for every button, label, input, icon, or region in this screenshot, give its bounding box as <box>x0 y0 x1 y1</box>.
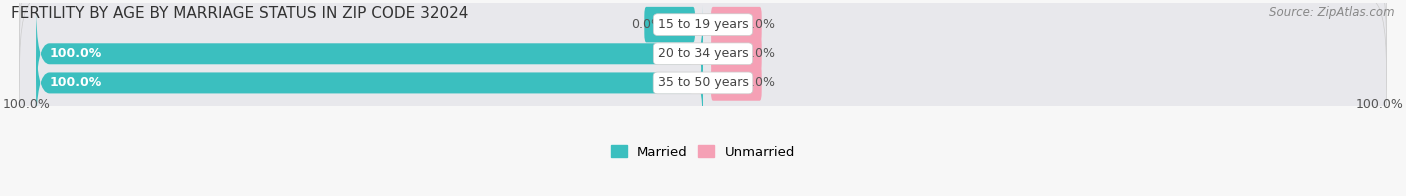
Text: 100.0%: 100.0% <box>1355 98 1403 111</box>
Text: 100.0%: 100.0% <box>49 76 101 89</box>
FancyBboxPatch shape <box>711 36 762 72</box>
Legend: Married, Unmarried: Married, Unmarried <box>606 140 800 164</box>
Text: 0.0%: 0.0% <box>742 76 775 89</box>
FancyBboxPatch shape <box>711 7 762 42</box>
Text: 35 to 50 years: 35 to 50 years <box>658 76 748 89</box>
Text: 0.0%: 0.0% <box>742 18 775 31</box>
Text: 0.0%: 0.0% <box>631 18 664 31</box>
FancyBboxPatch shape <box>644 7 695 42</box>
Text: 0.0%: 0.0% <box>742 47 775 60</box>
FancyBboxPatch shape <box>37 6 703 102</box>
Text: 15 to 19 years: 15 to 19 years <box>658 18 748 31</box>
FancyBboxPatch shape <box>37 35 703 131</box>
Text: 100.0%: 100.0% <box>49 47 101 60</box>
Text: FERTILITY BY AGE BY MARRIAGE STATUS IN ZIP CODE 32024: FERTILITY BY AGE BY MARRIAGE STATUS IN Z… <box>11 6 468 21</box>
FancyBboxPatch shape <box>20 0 1386 166</box>
FancyBboxPatch shape <box>20 0 1386 108</box>
FancyBboxPatch shape <box>711 65 762 101</box>
Text: Source: ZipAtlas.com: Source: ZipAtlas.com <box>1270 6 1395 19</box>
Text: 20 to 34 years: 20 to 34 years <box>658 47 748 60</box>
FancyBboxPatch shape <box>20 0 1386 137</box>
Text: 100.0%: 100.0% <box>3 98 51 111</box>
